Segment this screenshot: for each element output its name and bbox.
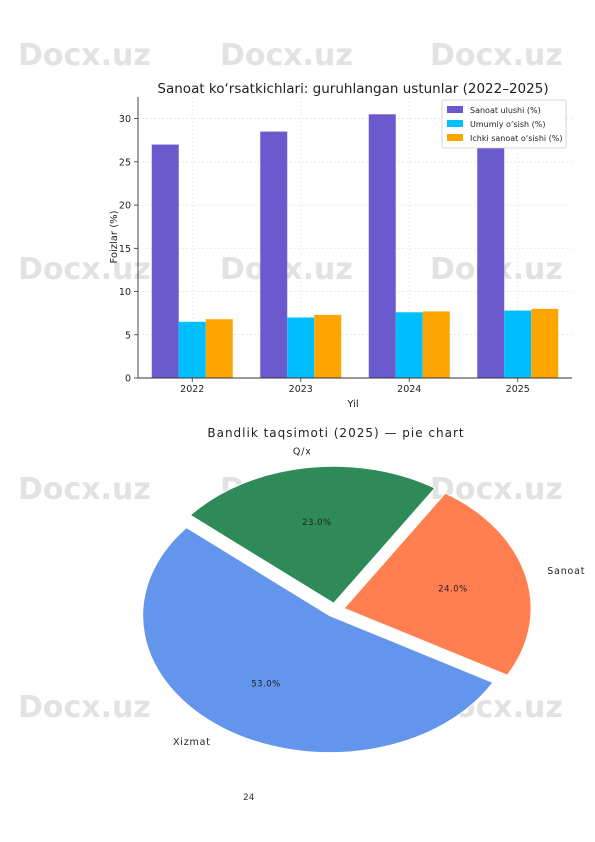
bar — [477, 103, 505, 378]
bar — [368, 114, 396, 379]
watermark: Docx.uz — [18, 38, 151, 73]
pie-pct-label: 24.0% — [438, 584, 468, 594]
y-tick-label: 0 — [125, 374, 131, 385]
legend: Sanoat ulushi (%) Umumiy o‘sish (%) Ichki … — [441, 99, 567, 149]
watermark: Docx.uz — [18, 472, 151, 507]
y-tick-label: 15 — [119, 244, 131, 255]
watermark: Docx.uz — [18, 252, 151, 287]
pie-slice-label: Xizmat — [173, 737, 211, 748]
bar — [314, 314, 342, 378]
y-axis-label: Foizlar (%) — [109, 210, 120, 263]
bar-chart: Sanoat ko‘rsatkichlari: guruhlangan ustu… — [109, 81, 572, 410]
x-tick-label: 2023 — [289, 384, 313, 395]
legend-swatch — [447, 134, 463, 141]
y-tick-label: 30 — [119, 114, 131, 125]
bar — [205, 319, 233, 378]
y-tick-label: 20 — [119, 201, 131, 212]
bar — [422, 311, 450, 378]
x-axis-label: Yil — [346, 399, 358, 410]
pie-chart-title: Bandlik taqsimoti (2025) — pie chart — [207, 426, 464, 440]
pie-chart: Bandlik taqsimoti (2025) — pie chart 53.… — [142, 426, 585, 754]
bar — [395, 312, 423, 378]
pie-slice — [142, 526, 494, 754]
legend-label: Ichki sanoat o‘sishi (%) — [470, 134, 563, 143]
pie-slice-label: Sanoat — [547, 566, 585, 577]
bar — [260, 131, 288, 378]
bar — [178, 321, 206, 378]
page-number: 24 — [243, 793, 255, 803]
pie-slice-label: Q/x — [293, 447, 312, 458]
x-tick-label: 2022 — [180, 384, 204, 395]
pie-pct-label: 23.0% — [302, 518, 332, 528]
y-tick-label: 10 — [119, 287, 131, 298]
legend-label: Umumiy o‘sish (%) — [470, 120, 545, 129]
pie-slice — [189, 465, 436, 604]
x-tick-label: 2024 — [397, 384, 421, 395]
pie-slice — [343, 492, 532, 676]
pie-pct-label: 53.0% — [251, 679, 281, 689]
x-tick-label: 2025 — [506, 384, 530, 395]
legend-label: Sanoat ulushi (%) — [470, 106, 541, 115]
y-tick-label: 25 — [119, 157, 131, 168]
watermark: Docx.uz — [18, 690, 151, 725]
legend-swatch — [447, 120, 463, 127]
legend-swatch — [447, 106, 463, 113]
watermark: Docx.uz — [430, 38, 563, 73]
watermark: Docx.uz — [220, 38, 353, 73]
bar — [151, 144, 179, 378]
y-tick-label: 5 — [125, 330, 131, 341]
bar — [504, 310, 532, 378]
bar — [287, 317, 315, 378]
bar-chart-title: Sanoat ko‘rsatkichlari: guruhlangan ustu… — [157, 81, 548, 97]
bar — [531, 308, 559, 378]
